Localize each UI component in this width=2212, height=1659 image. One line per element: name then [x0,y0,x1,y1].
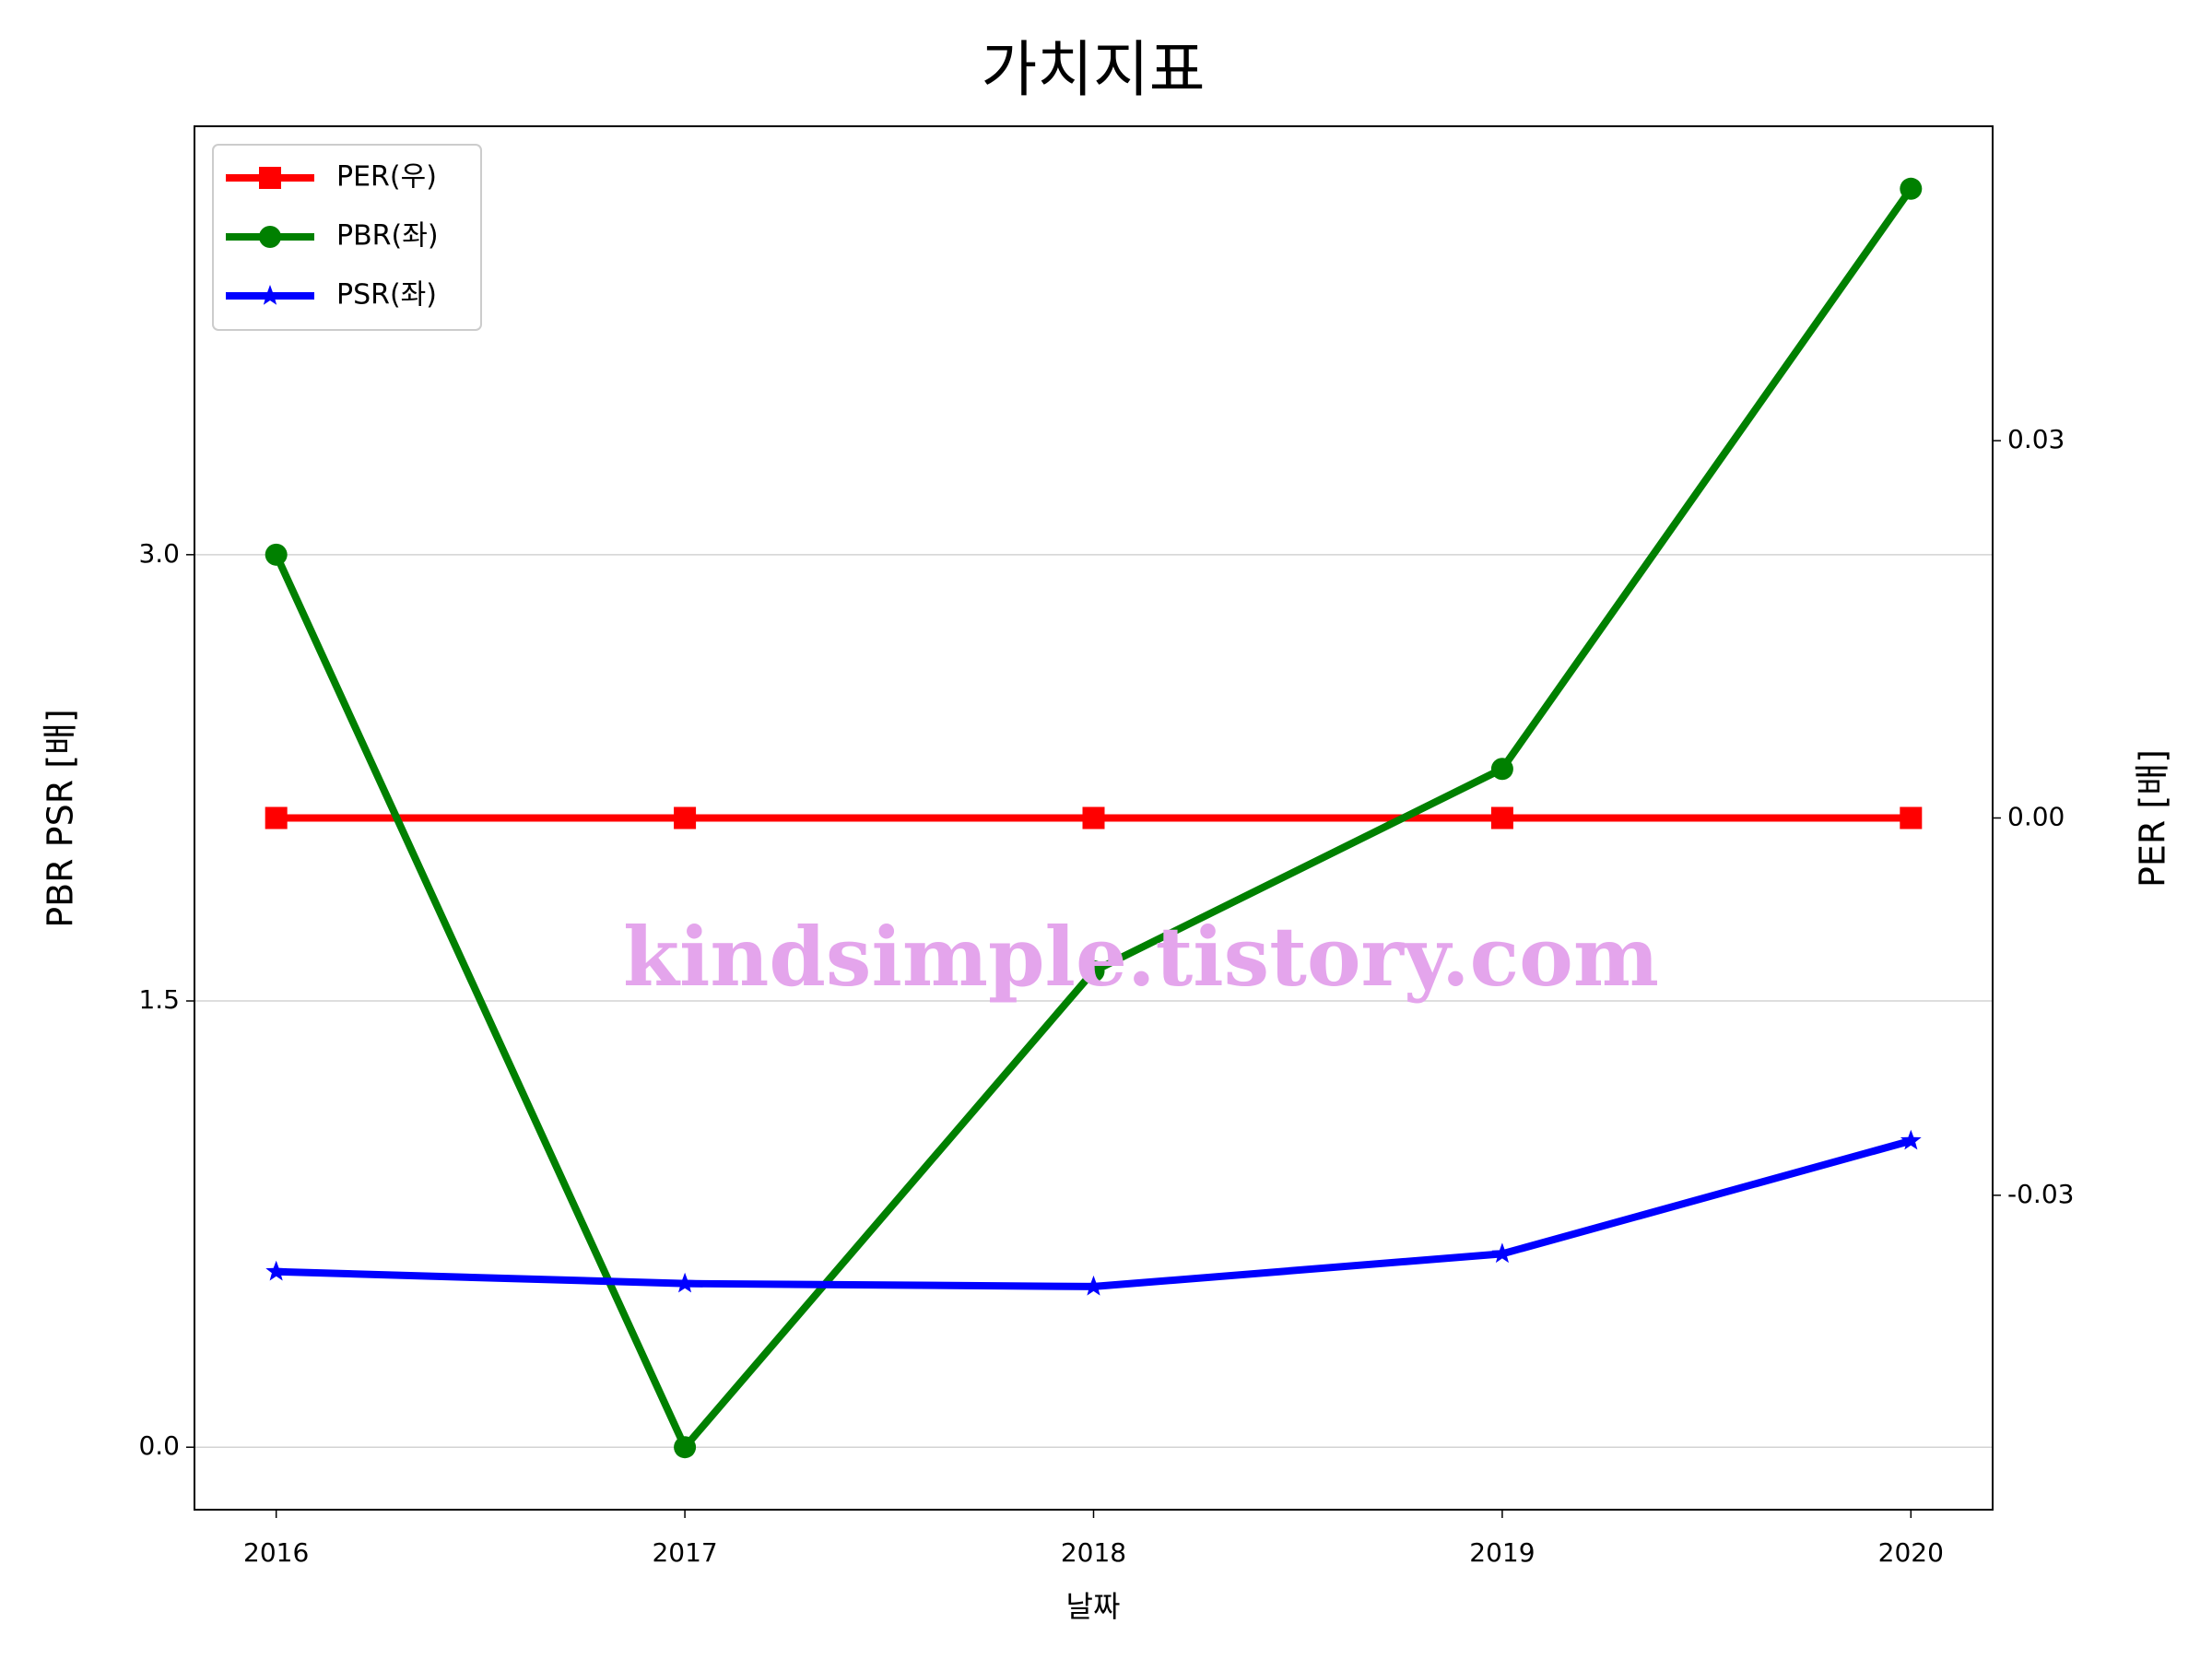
annotation: kindsimple.tistory.com [623,909,1659,1005]
x-tick-label: 2018 [1061,1537,1126,1568]
marker [674,1272,696,1293]
y-tick-label: 1.5 [138,984,180,1015]
marker [1491,1242,1513,1264]
plot-frame [194,125,1994,1511]
marker [1900,806,1923,830]
marker [674,806,697,830]
marker [1900,1129,1922,1150]
y-tick-label: 0.0 [138,1430,180,1461]
x-tick-label: 2020 [1878,1537,1944,1568]
marker [265,1260,288,1281]
marker [1082,959,1105,982]
y2-tick-label: 0.00 [2007,802,2065,832]
y-axis-label: PBR PSR [배] [41,709,81,928]
y2-axis-label: PER [배] [2133,749,2173,888]
legend-label: PSR(좌) [336,279,437,312]
marker [265,543,288,566]
legend-marker [259,167,281,189]
legend-marker [259,285,281,305]
chart-title: 가치지표 [982,34,1206,105]
x-tick-label: 2017 [652,1537,717,1568]
marker [265,806,288,830]
marker [1490,758,1513,781]
y2-tick-label: -0.03 [2007,1179,2074,1209]
marker [674,1436,697,1459]
x-axis-label: 날짜 [1066,1589,1121,1624]
marker [1490,806,1513,830]
marker [1083,1275,1104,1296]
marker [1082,806,1105,830]
x-tick-label: 2016 [243,1537,309,1568]
legend-label: PER(우) [336,161,437,194]
legend-box [212,144,482,331]
x-tick-label: 2019 [1469,1537,1535,1568]
y-tick-label: 3.0 [138,538,180,569]
y2-tick-label: 0.03 [2007,424,2065,454]
legend-marker [259,226,281,248]
legend-label: PBR(좌) [336,220,439,253]
marker [1900,177,1923,200]
